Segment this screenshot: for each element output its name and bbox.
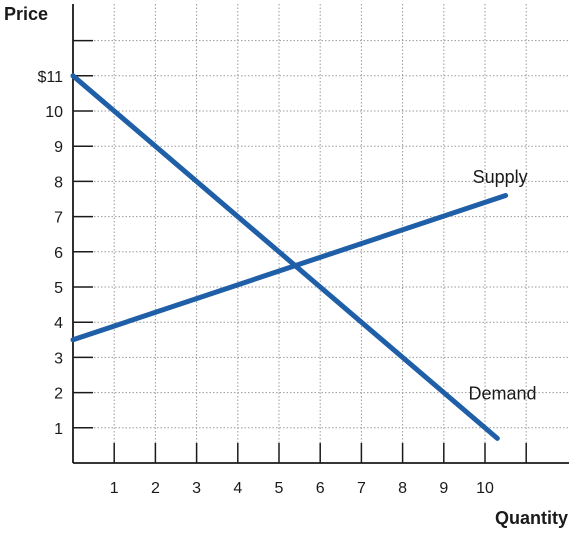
x-tick-label: 8 (398, 480, 407, 497)
x-axis-title: Quantity (495, 508, 568, 528)
y-tick-label: 6 (54, 245, 63, 262)
supply-line (70, 192, 509, 343)
y-tick-label: 10 (45, 104, 63, 121)
demand-line (70, 73, 500, 441)
demand-label: Demand (469, 384, 537, 404)
y-tick-label: 3 (54, 350, 63, 367)
x-tick-label: 2 (151, 480, 160, 497)
supply-label: Supply (473, 167, 528, 187)
y-tick-label: 2 (54, 386, 63, 403)
y-axis-title: Price (4, 4, 48, 24)
y-tick-label: 5 (54, 280, 63, 297)
y-tick-label: 8 (54, 174, 63, 191)
y-tick-label: 7 (54, 210, 63, 227)
y-tick-label: 9 (54, 139, 63, 156)
series-lines: Supply Demand (70, 73, 537, 441)
x-tick-label: 10 (476, 480, 494, 497)
ticks: 1 2 3 4 5 6 7 8 9 10 $11 1 2 3 4 5 6 7 8 9 10 (37, 39, 527, 497)
x-tick-label: 9 (439, 480, 448, 497)
x-tick-label: 6 (316, 480, 325, 497)
grid (73, 4, 569, 463)
x-tick-label: 4 (233, 480, 242, 497)
y-tick-label: 4 (54, 315, 63, 332)
y-tick-label: $11 (37, 69, 63, 86)
y-tick-label: 1 (54, 421, 63, 438)
x-tick-label: 1 (110, 480, 119, 497)
x-tick-label: 5 (275, 480, 284, 497)
x-tick-label: 3 (192, 480, 201, 497)
x-tick-label: 7 (357, 480, 366, 497)
